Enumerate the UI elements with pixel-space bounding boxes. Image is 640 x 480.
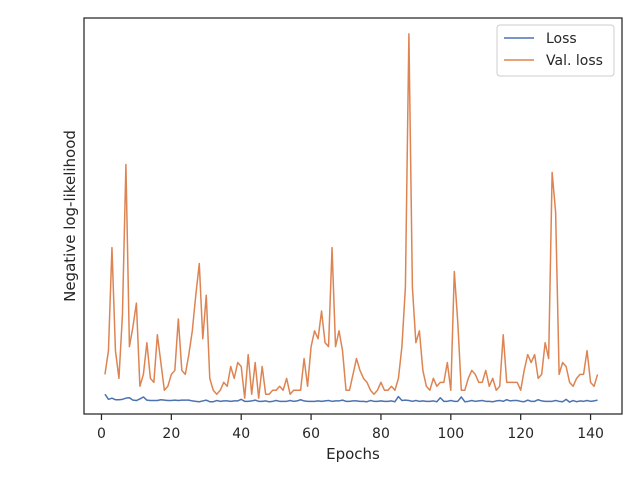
x-tick-label: 0 bbox=[97, 426, 106, 442]
x-axis-label: Epochs bbox=[326, 445, 380, 463]
legend-label-loss: Loss bbox=[546, 31, 577, 47]
plot-frame bbox=[83, 17, 623, 415]
series-line-val-loss bbox=[104, 33, 599, 399]
series-lines bbox=[104, 33, 599, 403]
legend: Loss Val. loss bbox=[496, 24, 615, 77]
y-axis-label: Negative log-likelihood bbox=[61, 130, 79, 302]
x-tick-label: 20 bbox=[162, 426, 180, 442]
plot-background bbox=[84, 18, 622, 414]
series-line-loss bbox=[104, 393, 598, 403]
x-tick-label: 120 bbox=[507, 426, 534, 442]
x-tick-label: 60 bbox=[302, 426, 320, 442]
x-tick-label: 40 bbox=[232, 426, 250, 442]
x-tick-label: 80 bbox=[372, 426, 390, 442]
x-tick-label: 100 bbox=[437, 426, 464, 442]
x-axis-ticks: 0 20 40 60 80 100 120 140 bbox=[97, 414, 604, 442]
legend-label-val-loss: Val. loss bbox=[546, 53, 603, 69]
x-tick-label: 140 bbox=[577, 426, 604, 442]
